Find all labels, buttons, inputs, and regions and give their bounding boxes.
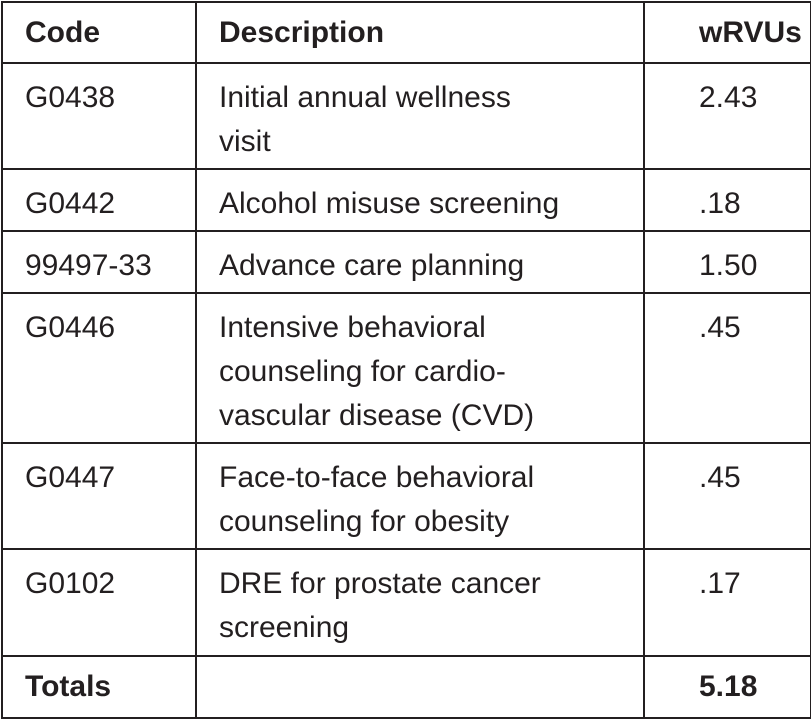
description-line: DRE for prostate cancer <box>219 567 541 600</box>
description-cell: Advance care planning <box>195 230 645 294</box>
wrvu-cell: .45 <box>643 442 811 550</box>
header-cell: wRVUs <box>643 1 811 64</box>
header-row: Code Description wRVUs <box>1 1 811 64</box>
totals-label: Totals <box>1 655 197 719</box>
code-cell: 99497-33 <box>1 230 197 294</box>
description-line: Face-to-face behavioral <box>219 461 535 494</box>
description-line: Intensive behavioral <box>219 311 486 344</box>
wrvu-cell: .17 <box>643 548 811 657</box>
empty-cell <box>195 655 645 719</box>
code-cell: G0438 <box>1 62 197 170</box>
table-row: G0102 DRE for prostate cancer screening .17 <box>1 548 811 657</box>
description-line: vascular disease (CVD) <box>219 399 535 432</box>
code-cell: G0447 <box>1 442 197 550</box>
wrvu-cell: 1.50 <box>643 230 811 294</box>
description-cell: Alcohol misuse screening <box>195 168 645 232</box>
description-line: counseling for cardio- <box>219 355 506 388</box>
header-cell: Code <box>1 1 197 64</box>
code-cell: G0446 <box>1 292 197 444</box>
wrvu-cell: 2.43 <box>643 62 811 170</box>
wrvu-cell: .18 <box>643 168 811 232</box>
description-line: Advance care planning <box>219 249 525 282</box>
table-row: G0446 Intensive behavioral counseling for … <box>1 292 811 444</box>
description-line: Initial annual wellness <box>219 81 511 114</box>
description-line: screening <box>219 611 350 644</box>
code-cell: G0102 <box>1 548 197 657</box>
totals-value: 5.18 <box>643 655 811 719</box>
table-row: G0447 Face-to-face behavioral counseling f… <box>1 442 811 550</box>
description-cell: DRE for prostate cancer screening <box>195 548 645 657</box>
description-cell: Face-to-face behavioral counseling for ob… <box>195 442 645 550</box>
table-body: G0438 Initial annual wellness visit 2.43 G04… <box>1 62 811 719</box>
totals-row: Totals 5.18 <box>1 655 811 719</box>
wrvu-cell: .45 <box>643 292 811 444</box>
code-cell: G0442 <box>1 168 197 232</box>
header-cell: Description <box>195 1 645 64</box>
description-cell: Initial annual wellness visit <box>195 62 645 170</box>
description-cell: Intensive behavioral counseling for cardi… <box>195 292 645 444</box>
description-line: counseling for obesity <box>219 505 510 538</box>
table-row: G0438 Initial annual wellness visit 2.43 <box>1 62 811 170</box>
table-row: 99497-33 Advance care planning 1.50 <box>1 230 811 294</box>
description-line: visit <box>219 125 271 158</box>
table-row: G0442 Alcohol misuse screening .18 <box>1 168 811 232</box>
description-line: Alcohol misuse screening <box>219 187 560 220</box>
